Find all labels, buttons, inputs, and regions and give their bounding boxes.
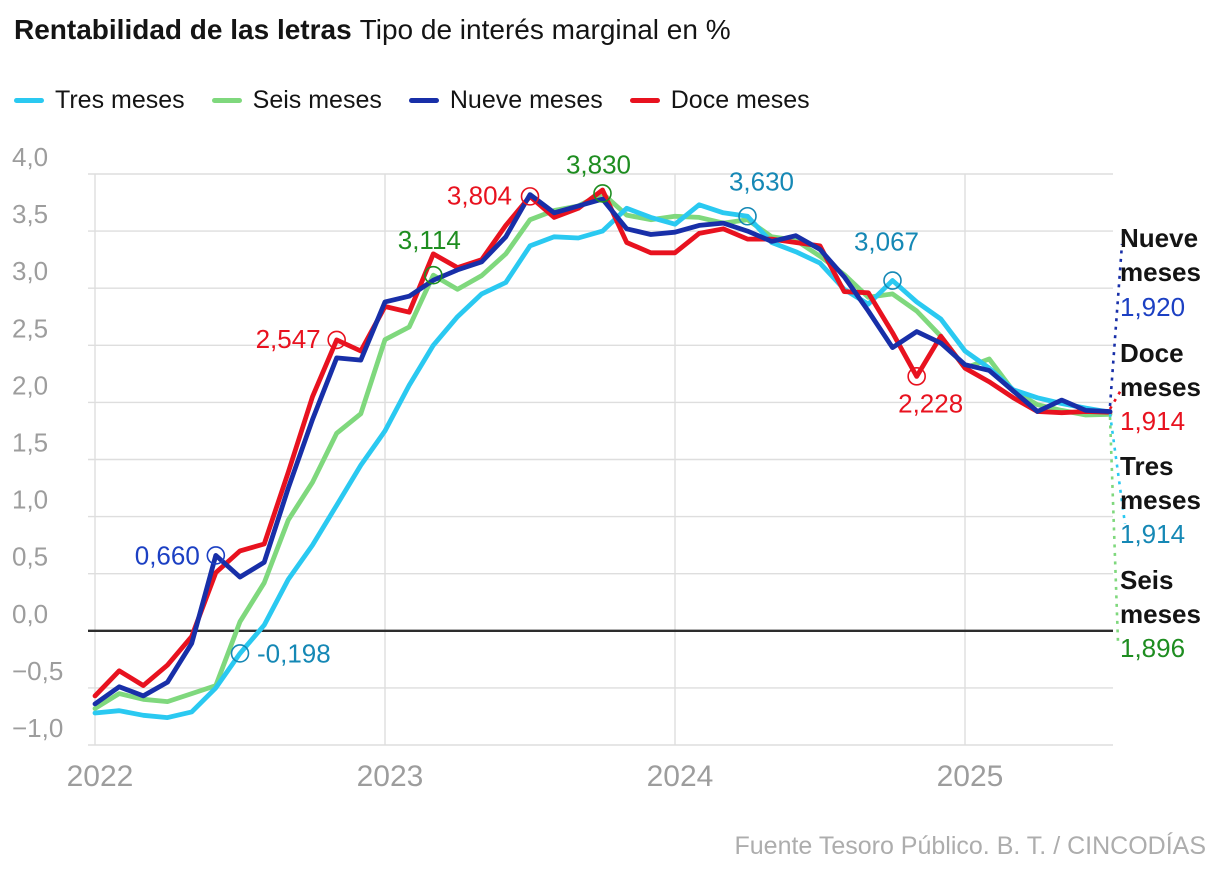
y-axis-tick-label: 0,0 (12, 599, 48, 629)
end-label-name: meses (1120, 485, 1201, 515)
chart-subtitle: Tipo de interés marginal en % (359, 14, 731, 45)
y-axis-tick-label: −1,0 (12, 713, 63, 743)
legend-label: Tres meses (55, 86, 185, 114)
callout-ring (907, 367, 926, 386)
end-label-name: Nueve (1120, 223, 1198, 253)
page-title: Rentabilidad de las letras Tipo de interé… (14, 14, 731, 46)
chart-legend: Tres meses Seis meses Nueve meses Doce m… (14, 86, 810, 115)
end-label-value: 1,920 (1120, 292, 1185, 322)
callout-ring (206, 546, 226, 565)
callout-ring (230, 644, 250, 663)
chart-title-main: Rentabilidad de las letras (14, 14, 352, 45)
callout-value-label: -0,198 (257, 638, 331, 668)
legend-label: Nueve meses (449, 86, 603, 114)
legend-item-tres-meses: Tres meses (14, 86, 185, 115)
y-axis-tick-label: 0,5 (12, 542, 48, 572)
callout-ring (738, 206, 757, 226)
x-axis-tick-label: 2023 (357, 760, 424, 793)
line-swatch-icon (211, 98, 242, 103)
callout-value-label: 2,228 (898, 388, 963, 418)
y-axis-tick-label: 3,5 (12, 199, 48, 229)
leader-dashed-line (1108, 416, 1120, 643)
callout-ring (520, 187, 540, 206)
line-swatch-icon (629, 98, 660, 103)
y-axis-tick-label: 2,5 (12, 313, 48, 343)
line-swatch-icon (408, 98, 439, 103)
y-axis-tick-label: 1,5 (12, 428, 48, 458)
leader-dashed-line (1108, 389, 1123, 410)
series-line-nueve-meses (92, 192, 1113, 707)
callout-value-label: 3,804 (447, 180, 512, 210)
end-label-value: 1,914 (1120, 519, 1185, 549)
end-label-value: 1,914 (1120, 406, 1185, 436)
y-axis-tick-label: −0,5 (12, 656, 63, 686)
y-axis-tick-label: 1,0 (12, 485, 48, 515)
end-label-name: Doce (1120, 338, 1184, 368)
end-label-name: meses (1120, 257, 1201, 287)
y-axis-tick-label: 4,0 (12, 142, 48, 172)
end-label-name: Tres (1120, 451, 1174, 481)
end-label-value: 1,896 (1120, 633, 1185, 663)
y-axis-tick-label: 3,0 (12, 256, 48, 286)
legend-label: Seis meses (252, 86, 382, 114)
line-swatch-icon (14, 98, 44, 103)
end-label-name: meses (1120, 599, 1201, 629)
legend-item-doce-meses: Doce meses (629, 86, 810, 115)
legend-item-seis-meses: Seis meses (211, 86, 382, 115)
series-line-tres-meses (92, 202, 1113, 720)
leader-dashed-line (1108, 243, 1124, 407)
legend-item-nueve-meses: Nueve meses (408, 86, 603, 115)
callout-value-label: 3,067 (854, 227, 919, 257)
callout-value-label: 0,660 (135, 540, 200, 570)
x-axis-tick-label: 2025 (937, 760, 1004, 793)
legend-label: Doce meses (670, 86, 810, 114)
series-line-doce-meses (92, 187, 1113, 699)
callout-value-label: 2,547 (256, 324, 321, 354)
callout-ring (883, 271, 902, 290)
callout-value-label: 3,114 (398, 225, 461, 255)
source-credit: Fuente Tesoro Público. B. T. / CINCODÍAS (735, 831, 1207, 860)
x-axis-tick-label: 2024 (647, 760, 714, 793)
end-label-name: Seis (1120, 565, 1174, 595)
callout-ring (327, 330, 346, 350)
x-axis-tick-label: 2022 (67, 760, 134, 793)
y-axis-tick-label: 2,0 (12, 370, 48, 400)
end-label-name: meses (1120, 372, 1201, 402)
callout-ring (593, 184, 612, 203)
callout-value-label: 3,630 (729, 166, 794, 196)
leader-dashed-line (1108, 413, 1127, 525)
callout-value-label: 3,830 (566, 149, 631, 179)
callout-ring (424, 265, 443, 285)
